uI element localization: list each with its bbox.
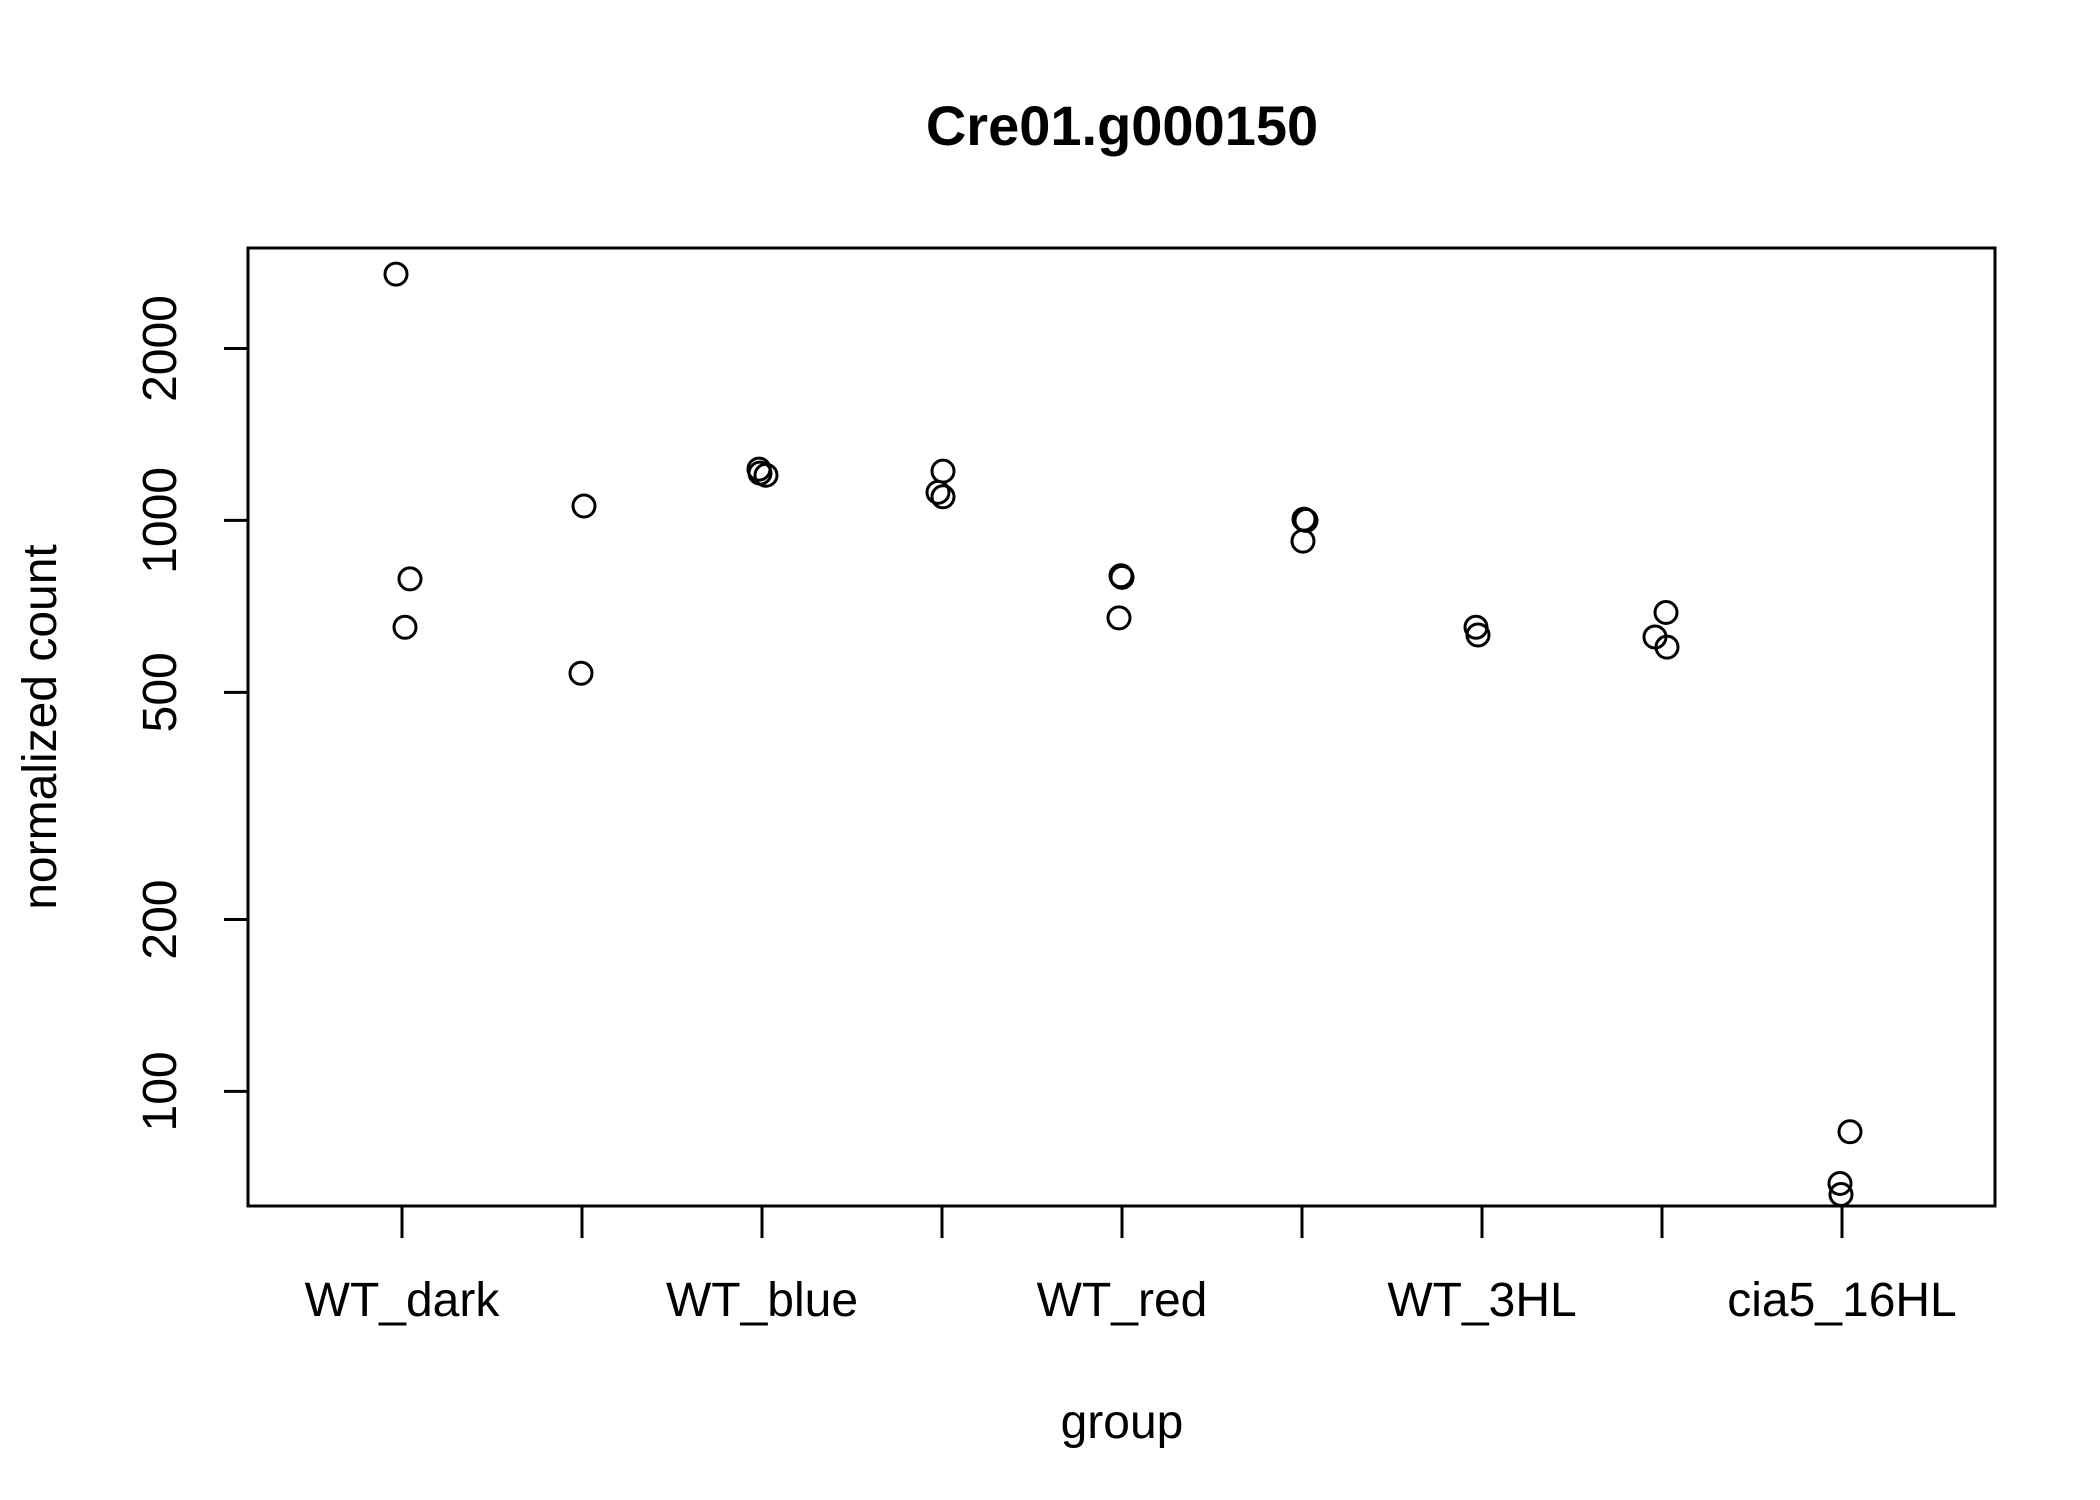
y-tick-label-2: 500 [134, 652, 187, 732]
data-point-5-13 [1106, 605, 1132, 631]
data-point-8-19 [1653, 599, 1679, 625]
data-point-4-8 [930, 458, 956, 484]
plot-frame [246, 246, 1997, 1208]
x-tick-label-2: WT_red [1037, 1274, 1208, 1327]
data-point-9-22 [1837, 1119, 1863, 1145]
y-axis: 100 200 500 1000 2000 [134, 295, 248, 1131]
y-tick-label-4: 2000 [134, 295, 187, 402]
data-point-2-3 [571, 493, 597, 519]
data-point-2-4 [568, 660, 594, 686]
data-point-7-18 [1465, 622, 1491, 648]
data-point-4-10 [930, 484, 956, 510]
chart-title: Cre01.g000150 [926, 94, 1318, 157]
data-point-8-21 [1654, 634, 1680, 660]
data-point-6-16 [1290, 528, 1316, 554]
data-point-1-0 [383, 261, 409, 287]
data-point-1-2 [392, 614, 418, 640]
data-point-3-7 [753, 462, 779, 488]
y-tick-label-0: 100 [134, 1051, 187, 1131]
x-tick-label-4: cia5_16HL [1727, 1274, 1957, 1327]
y-tick-label-3: 1000 [134, 467, 187, 574]
x-tick-label-3: WT_3HL [1387, 1274, 1576, 1327]
x-tick-label-0: WT_dark [305, 1274, 501, 1327]
y-tick-label-1: 200 [134, 879, 187, 959]
data-point-5-12 [1109, 564, 1135, 590]
data-point-4-9 [925, 479, 951, 505]
data-points [383, 261, 1863, 1207]
x-axis-label: group [1061, 1396, 1184, 1449]
data-point-9-24 [1828, 1181, 1854, 1207]
y-axis-label: normalized count [14, 544, 67, 910]
data-point-9-23 [1827, 1170, 1853, 1196]
x-axis: WT_dark WT_blue WT_red WT_3HL cia5_16HL [305, 1206, 1957, 1327]
data-point-1-1 [397, 566, 423, 592]
x-tick-label-1: WT_blue [666, 1274, 858, 1327]
